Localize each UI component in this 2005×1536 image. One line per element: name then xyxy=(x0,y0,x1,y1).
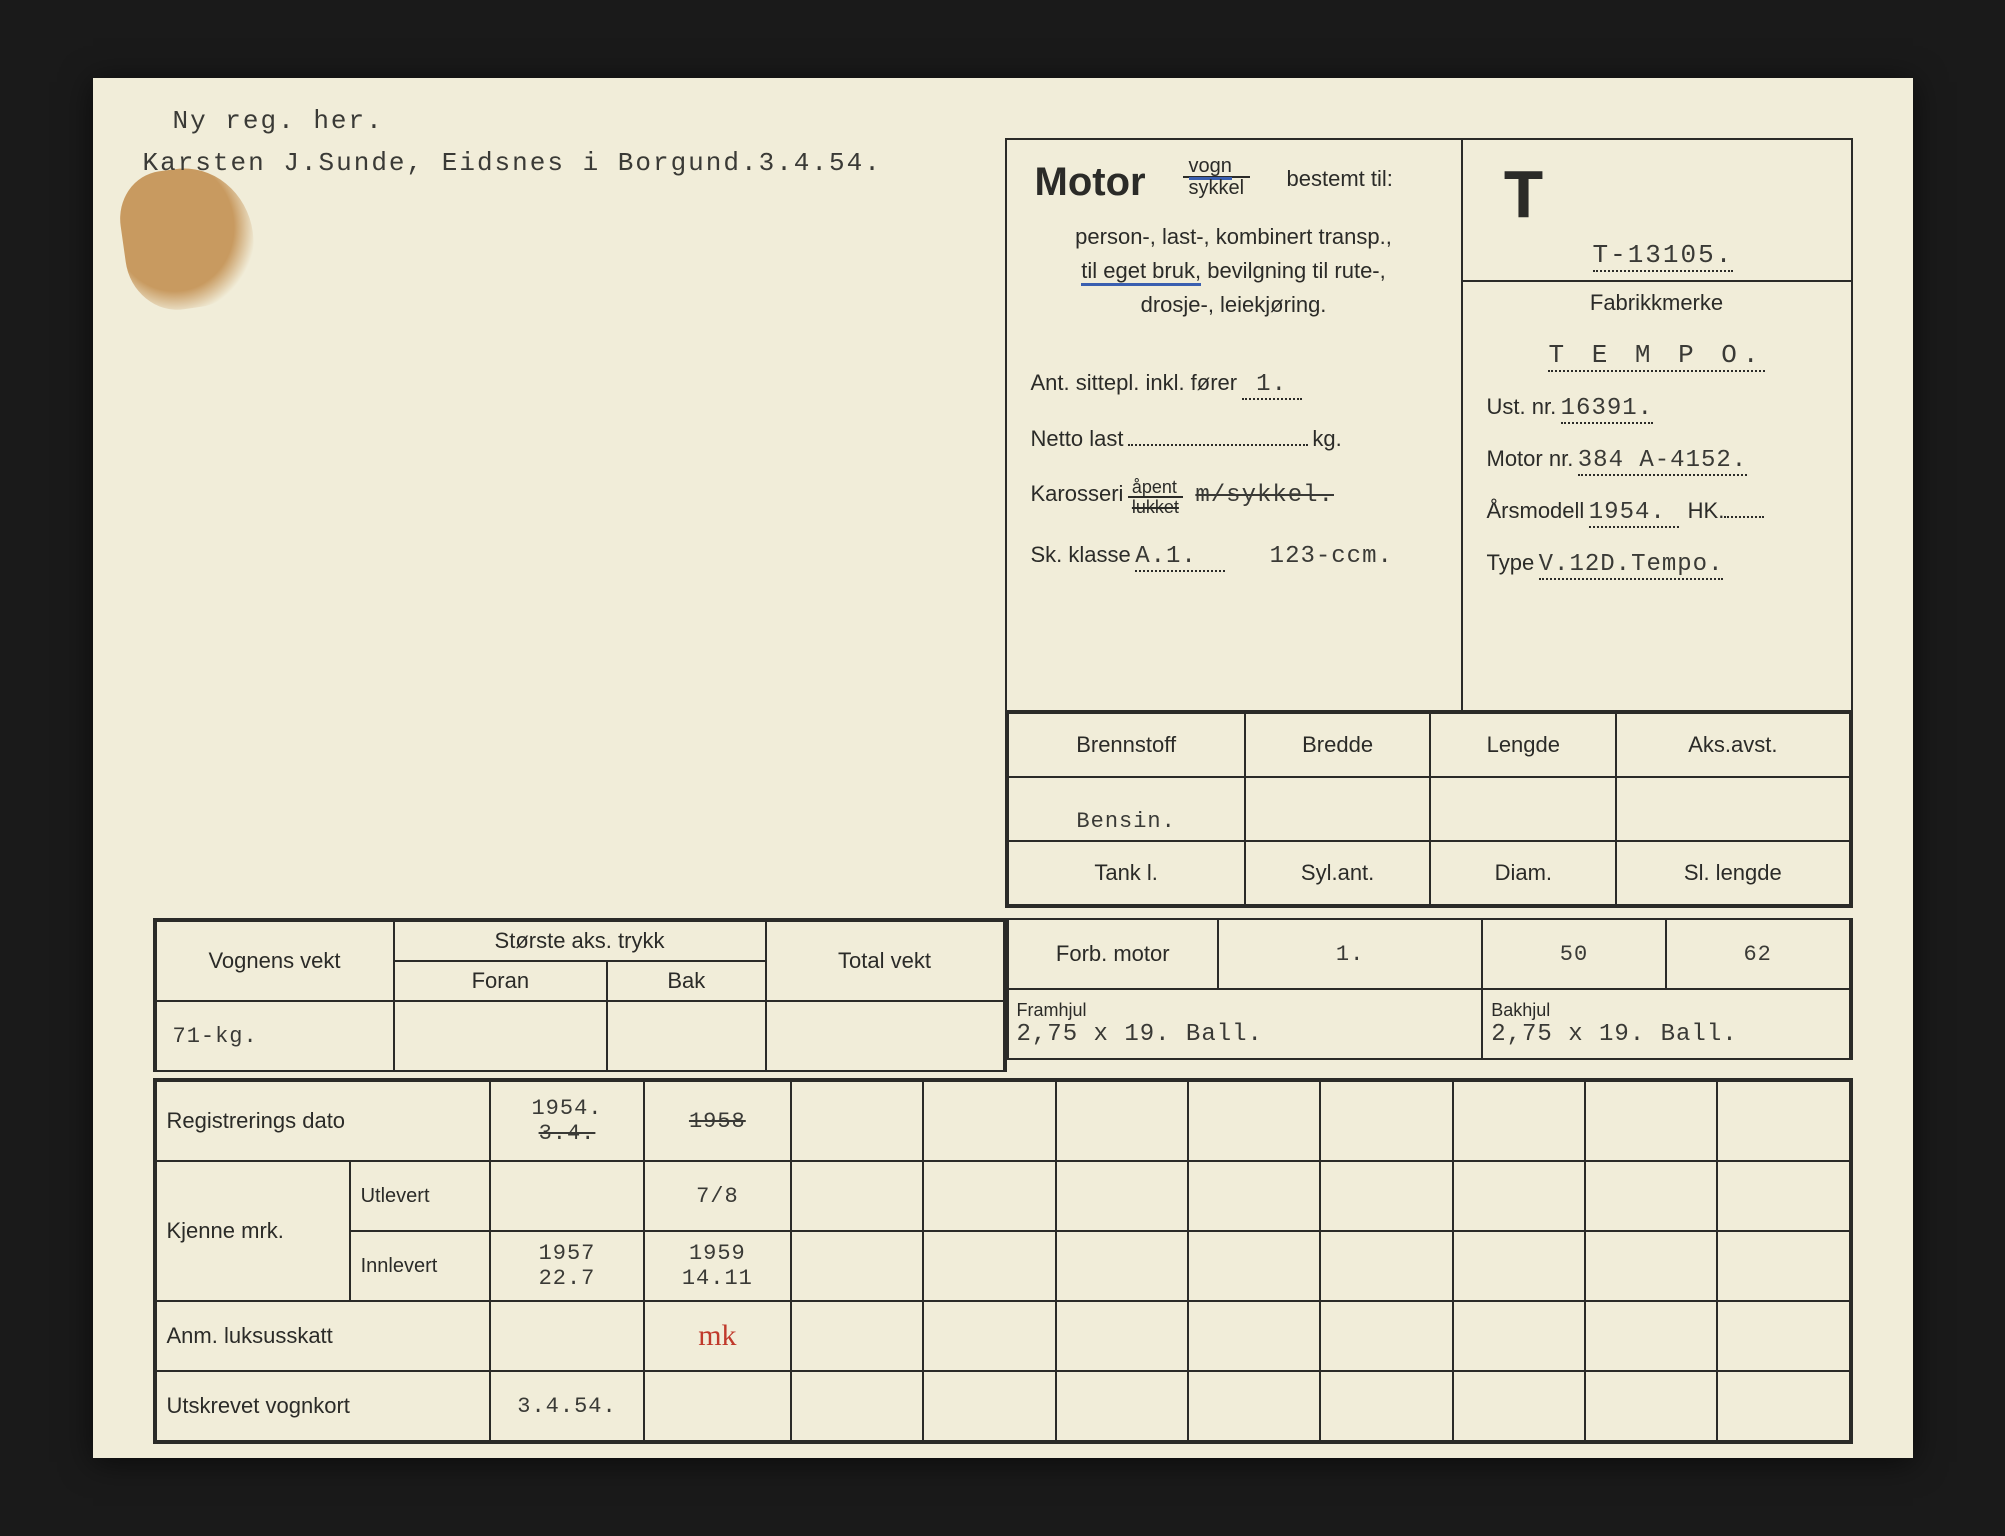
syl-value: 1. xyxy=(1218,919,1482,989)
storste-label: Største aks. trykk xyxy=(394,921,766,961)
h-tank: Tank l. xyxy=(1008,841,1245,905)
engine-wheel-grid: Forb. motor 1. 50 62 Framhjul 2,75 x 19.… xyxy=(1005,918,1853,1060)
innlevert-label: Innlevert xyxy=(350,1231,491,1301)
motor-title: Motor xyxy=(1035,160,1146,205)
total-label: Total vekt xyxy=(766,921,1004,1001)
brennstoff-value: Bensin. xyxy=(1008,777,1245,841)
regdato-c2: 1958 xyxy=(644,1081,791,1161)
bak-value xyxy=(607,1001,765,1071)
h-bredde: Bredde xyxy=(1245,713,1431,777)
inn-c2: 195914.11 xyxy=(644,1231,791,1301)
kaross-fraction: åpent lukket xyxy=(1128,478,1183,516)
paper-stain xyxy=(113,160,261,317)
header-line2: Karsten J.Sunde, Eidsnes i Borgund.3.4.5… xyxy=(143,148,882,178)
bredde-value xyxy=(1245,777,1431,841)
desc-line2b: bevilgning til rute-, xyxy=(1201,258,1386,283)
arsmodell-value: 1954. xyxy=(1589,499,1679,528)
total-value xyxy=(766,1001,1004,1071)
motor-nr-label: Motor nr. xyxy=(1487,446,1574,471)
bak-label: Bak xyxy=(607,961,765,1001)
type-value: V.12D.Tempo. xyxy=(1539,551,1724,580)
desc-line3: drosje-, leiekjøring. xyxy=(1027,288,1441,322)
kaross-top: åpent xyxy=(1128,478,1183,498)
inn-c1: 195722.7 xyxy=(490,1231,643,1301)
motor-description: person-, last-, kombinert transp., til e… xyxy=(1027,220,1441,322)
foran-value xyxy=(394,1001,608,1071)
h-sllengde: Sl. lengde xyxy=(1616,841,1849,905)
utl-c2: 7/8 xyxy=(644,1161,791,1231)
hk-label: HK. xyxy=(1688,498,1725,523)
h-lengde: Lengde xyxy=(1430,713,1616,777)
framhjul-value: 2,75 x 19. Ball. xyxy=(1017,1021,1474,1048)
netto-unit: kg. xyxy=(1312,426,1341,451)
bakhjul-value: 2,75 x 19. Ball. xyxy=(1491,1021,1840,1048)
netto-label: Netto last xyxy=(1031,426,1124,451)
registration-card: Ny reg. her. Karsten J.Sunde, Eidsnes i … xyxy=(93,78,1913,1458)
anm-label: Anm. luksusskatt xyxy=(156,1301,491,1371)
vognens-label: Vognens vekt xyxy=(156,921,394,1001)
fabrikk-label: Fabrikkmerke xyxy=(1463,290,1851,316)
kaross-value: m/sykkel. xyxy=(1195,482,1334,509)
utskrevet-value: 3.4.54. xyxy=(490,1371,643,1441)
skklasse-value: A.1. xyxy=(1135,543,1225,572)
foran-label: Foran xyxy=(394,961,608,1001)
kaross-bot: lukket xyxy=(1128,498,1183,516)
header-line1: Ny reg. her. xyxy=(173,106,384,136)
h-sylant: Syl.ant. xyxy=(1245,841,1431,905)
kjenne-label: Kjenne mrk. xyxy=(156,1161,350,1301)
utlevert-label: Utlevert xyxy=(350,1161,491,1231)
ccm: 123-ccm. xyxy=(1270,543,1393,570)
arsmodell-label: Årsmodell xyxy=(1487,498,1585,523)
desc-line1: person-, last-, kombinert transp., xyxy=(1027,220,1441,254)
bottom-grid: Registrerings dato 1954.3.4. 1958 Kjenne… xyxy=(153,1078,1853,1444)
sykkel: sykkel xyxy=(1183,178,1251,198)
h-brennstoff: Brennstoff xyxy=(1008,713,1245,777)
framhjul-label: Framhjul xyxy=(1017,1000,1474,1021)
regdato-label: Registrerings dato xyxy=(156,1081,491,1161)
type-label: Type xyxy=(1487,550,1535,575)
registration-block: T T-13105. Fabrikkmerke T E M P O. Ust. … xyxy=(1463,138,1853,712)
aksavst-value xyxy=(1616,777,1849,841)
regdato-c1: 1954.3.4. xyxy=(490,1081,643,1161)
spec-grid: Brennstoff Bredde Lengde Aks.avst. Bensi… xyxy=(1005,710,1853,908)
motor-nr-value: 384 A-4152. xyxy=(1578,447,1747,476)
diam-value: 50 xyxy=(1482,919,1666,989)
anm-red: mk xyxy=(698,1319,736,1352)
kaross-label: Karosseri xyxy=(1031,481,1124,506)
motor-block: Motor vogn sykkel bestemt til: person-, … xyxy=(1005,138,1463,710)
reg-number: T-13105. xyxy=(1593,240,1734,272)
fabrikk-value: T E M P O. xyxy=(1548,340,1764,372)
vognens-value: 71-kg. xyxy=(156,1001,394,1071)
weight-table: Vognens vekt Største aks. trykk Total ve… xyxy=(153,918,1007,1072)
forb-label: Forb. motor xyxy=(1008,919,1219,989)
ust-value: 16391. xyxy=(1561,395,1653,424)
skklasse-label: Sk. klasse xyxy=(1031,542,1131,567)
big-T: T xyxy=(1503,160,1545,239)
utskrevet-label: Utskrevet vognkort xyxy=(156,1371,491,1441)
ust-label: Ust. nr. xyxy=(1487,394,1557,419)
h-diam: Diam. xyxy=(1430,841,1616,905)
desc-eget-bruk: til eget bruk, xyxy=(1081,258,1201,286)
bakhjul-label: Bakhjul xyxy=(1491,1000,1840,1021)
motor-fields: Ant. sittepl. inkl. fører 1. Netto last … xyxy=(1031,370,1437,598)
lengde-value xyxy=(1430,777,1616,841)
motor-fraction: vogn sykkel xyxy=(1183,156,1251,198)
bestemt-til: bestemt til: xyxy=(1287,166,1393,192)
sittepl-label: Ant. sittepl. inkl. fører xyxy=(1031,370,1238,395)
h-aksavst: Aks.avst. xyxy=(1616,713,1849,777)
sittepl-value: 1. xyxy=(1242,371,1302,400)
right-fields: T E M P O. Ust. nr. 16391. Motor nr. 384… xyxy=(1487,340,1827,602)
netto-value xyxy=(1128,444,1308,446)
sl-value: 62 xyxy=(1666,919,1850,989)
